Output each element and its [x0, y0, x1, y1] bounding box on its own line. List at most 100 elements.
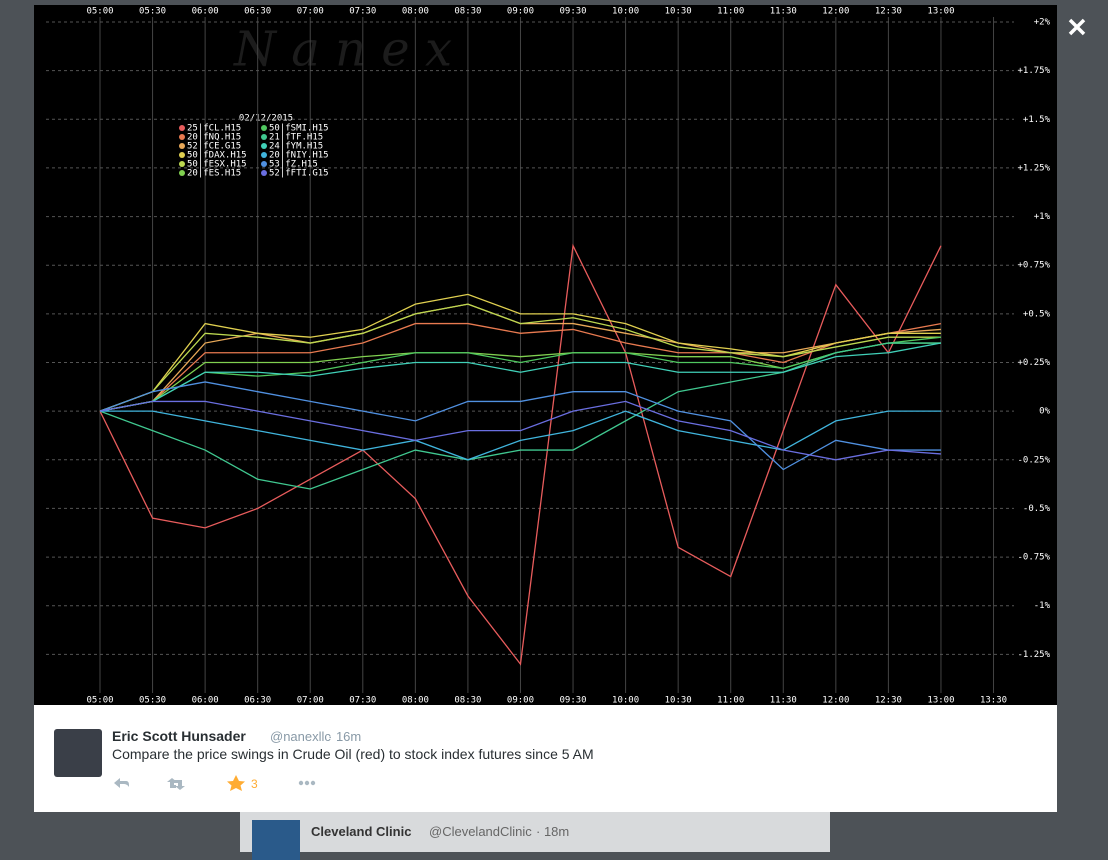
x-tick-label-top: 07:00: [297, 7, 324, 17]
x-tick-label-top: 08:00: [402, 7, 429, 17]
x-tick-label-top: 10:30: [665, 7, 692, 17]
x-tick-label: 09:00: [507, 696, 534, 706]
x-tick-label-top: 05:00: [86, 7, 113, 17]
y-tick-label: +1.25%: [1017, 163, 1050, 173]
x-tick-label-top: 08:30: [454, 7, 481, 17]
y-tick-label: -1%: [1034, 601, 1051, 611]
more-dot[interactable]: [304, 780, 310, 786]
favorite-icon[interactable]: [227, 775, 245, 791]
x-tick-label-top: 07:30: [349, 7, 376, 17]
legend-label: 20|fES.H15: [187, 169, 241, 179]
legend-swatch: [261, 161, 267, 167]
x-tick-label-top: 11:00: [717, 7, 744, 17]
actions: [114, 775, 316, 791]
y-tick-label: -0.25%: [1017, 455, 1050, 465]
series-line: [100, 410, 941, 461]
favorite-count: 3: [251, 777, 258, 791]
x-tick-label: 06:00: [192, 696, 219, 706]
y-tick-label: +1.5%: [1023, 115, 1051, 125]
avatar[interactable]: [54, 729, 102, 777]
time[interactable]: · 16m: [328, 729, 362, 744]
watermark: N a n e x: [233, 22, 452, 78]
legend-swatch: [179, 170, 185, 176]
x-tick-label-top: 12:30: [875, 7, 902, 17]
x-tick-label: 10:00: [612, 696, 639, 706]
y-tick-label: -0.5%: [1023, 504, 1051, 514]
x-tick-label: 07:30: [349, 696, 376, 706]
legend-label: 50|fDAX.H15: [187, 151, 247, 161]
x-tick-label: 13:30: [980, 696, 1007, 706]
y-tick-label: +0.5%: [1023, 309, 1051, 319]
x-tick-label-top: 06:00: [192, 7, 219, 17]
x-tick-label-top: 09:00: [507, 7, 534, 17]
x-tick-label: 07:00: [297, 696, 324, 706]
x-tick-label: 12:00: [822, 696, 849, 706]
more-dot[interactable]: [310, 780, 316, 786]
x-tick-label-top: 05:30: [139, 7, 166, 17]
y-tick-label: 0%: [1039, 407, 1050, 417]
tweet-text: Compare the price swings in Crude Oil (r…: [112, 746, 594, 762]
legend-label: 20|fNQ.H15: [187, 133, 241, 143]
series-line: [99, 303, 941, 412]
x-tick-label-top: 10:00: [612, 7, 639, 17]
x-tick-label: 08:30: [454, 696, 481, 706]
series-line: [99, 342, 941, 490]
x-tick-label: 11:00: [717, 696, 744, 706]
x-tick-label-top: 12:00: [822, 7, 849, 17]
bg-avatar: [252, 820, 300, 860]
y-tick-label: +0.75%: [1017, 261, 1050, 271]
y-tick-label: -0.75%: [1017, 553, 1050, 563]
series-line: [99, 400, 942, 461]
legend-swatch: [179, 125, 185, 131]
legend-title: 02/12/2015: [239, 114, 293, 124]
legend-swatch: [179, 161, 185, 167]
series-line: [99, 293, 941, 412]
legend-swatch: [261, 143, 267, 149]
handle[interactable]: @nanexllc: [270, 729, 331, 744]
legend-swatch: [261, 152, 267, 158]
y-tick-label: +1%: [1034, 212, 1051, 222]
x-tick-label: 06:30: [244, 696, 271, 706]
x-tick-label: 08:00: [402, 696, 429, 706]
x-tick-label-top: 09:30: [559, 7, 586, 17]
reply-icon[interactable]: [114, 778, 129, 788]
legend-label: 53|fZ.H15: [269, 160, 318, 170]
series-line: [99, 336, 942, 412]
series-line: [99, 342, 942, 412]
x-tick-label-top: 13:00: [927, 7, 954, 17]
bg-handle[interactable]: @ClevelandClinic: [429, 824, 532, 839]
y-tick-label: -1.25%: [1017, 650, 1050, 660]
x-tick-label-top: 11:30: [770, 7, 797, 17]
tweet: Eric Scott Hunsader @nanexllc · 16m Comp…: [34, 705, 1057, 812]
legend-swatch: [261, 134, 267, 140]
series-line: [99, 243, 942, 666]
bg-time: · 18m: [536, 824, 570, 839]
chart: N a n e x 02/12/2015 05:00 05:30 06:00 06:3…: [34, 5, 1057, 705]
legend-swatch: [179, 152, 185, 158]
x-tick-label: 13:00: [927, 696, 954, 706]
bg-author[interactable]: Cleveland Clinic: [311, 824, 412, 839]
legend-label: 50|fSMI.H15: [269, 124, 329, 134]
legend-swatch: [261, 170, 267, 176]
author[interactable]: Eric Scott Hunsader: [112, 728, 246, 744]
x-tick-label: 12:30: [875, 696, 902, 706]
y-tick-label: +1.75%: [1017, 66, 1050, 76]
more-dot[interactable]: [298, 780, 304, 786]
legend-label: 25|fCL.H15: [187, 124, 241, 134]
legend-swatch: [179, 134, 185, 140]
y-tick-label: +0.25%: [1017, 358, 1050, 368]
x-tick-label-top: 06:30: [244, 7, 271, 17]
x-tick-label: 10:30: [665, 696, 692, 706]
close-button[interactable]: [1062, 12, 1092, 42]
y-tick-label: +2%: [1034, 18, 1051, 28]
legend-label: 50|fESX.H15: [187, 160, 247, 170]
series-line: [99, 381, 941, 471]
x-tick-label: 05:00: [86, 696, 113, 706]
x-tick-label: 11:30: [770, 696, 797, 706]
legend-label: 52|fFTI.G15: [269, 169, 329, 179]
retweet-icon[interactable]: [167, 778, 185, 790]
legend-label: 24|fYM.H15: [269, 142, 323, 152]
legend-swatch: [179, 143, 185, 149]
legend-label: 52|fCE.G15: [187, 142, 241, 152]
legend-swatch: [261, 125, 267, 131]
